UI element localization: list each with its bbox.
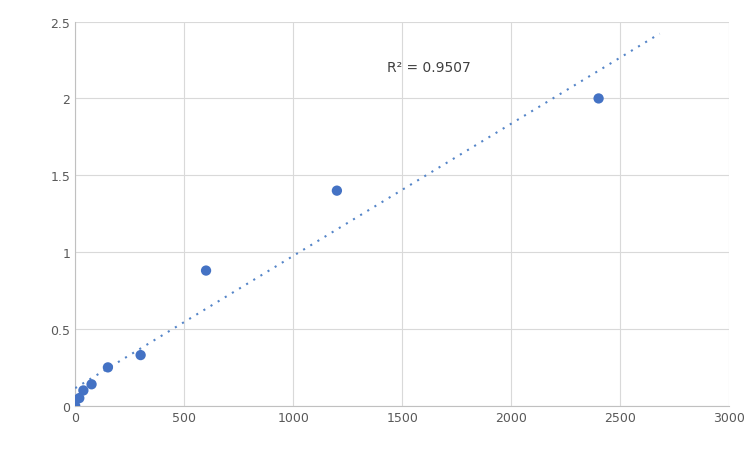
Point (86, 381, 98, 388)
Point (331, 188, 343, 195)
Point (102, 364, 114, 371)
Point (77, 387, 89, 394)
Point (200, 267, 212, 275)
Point (69, 402, 81, 410)
Point (593, 96, 605, 103)
Point (73, 395, 85, 402)
Text: R² = 0.9507: R² = 0.9507 (387, 60, 471, 74)
Point (135, 352, 147, 359)
